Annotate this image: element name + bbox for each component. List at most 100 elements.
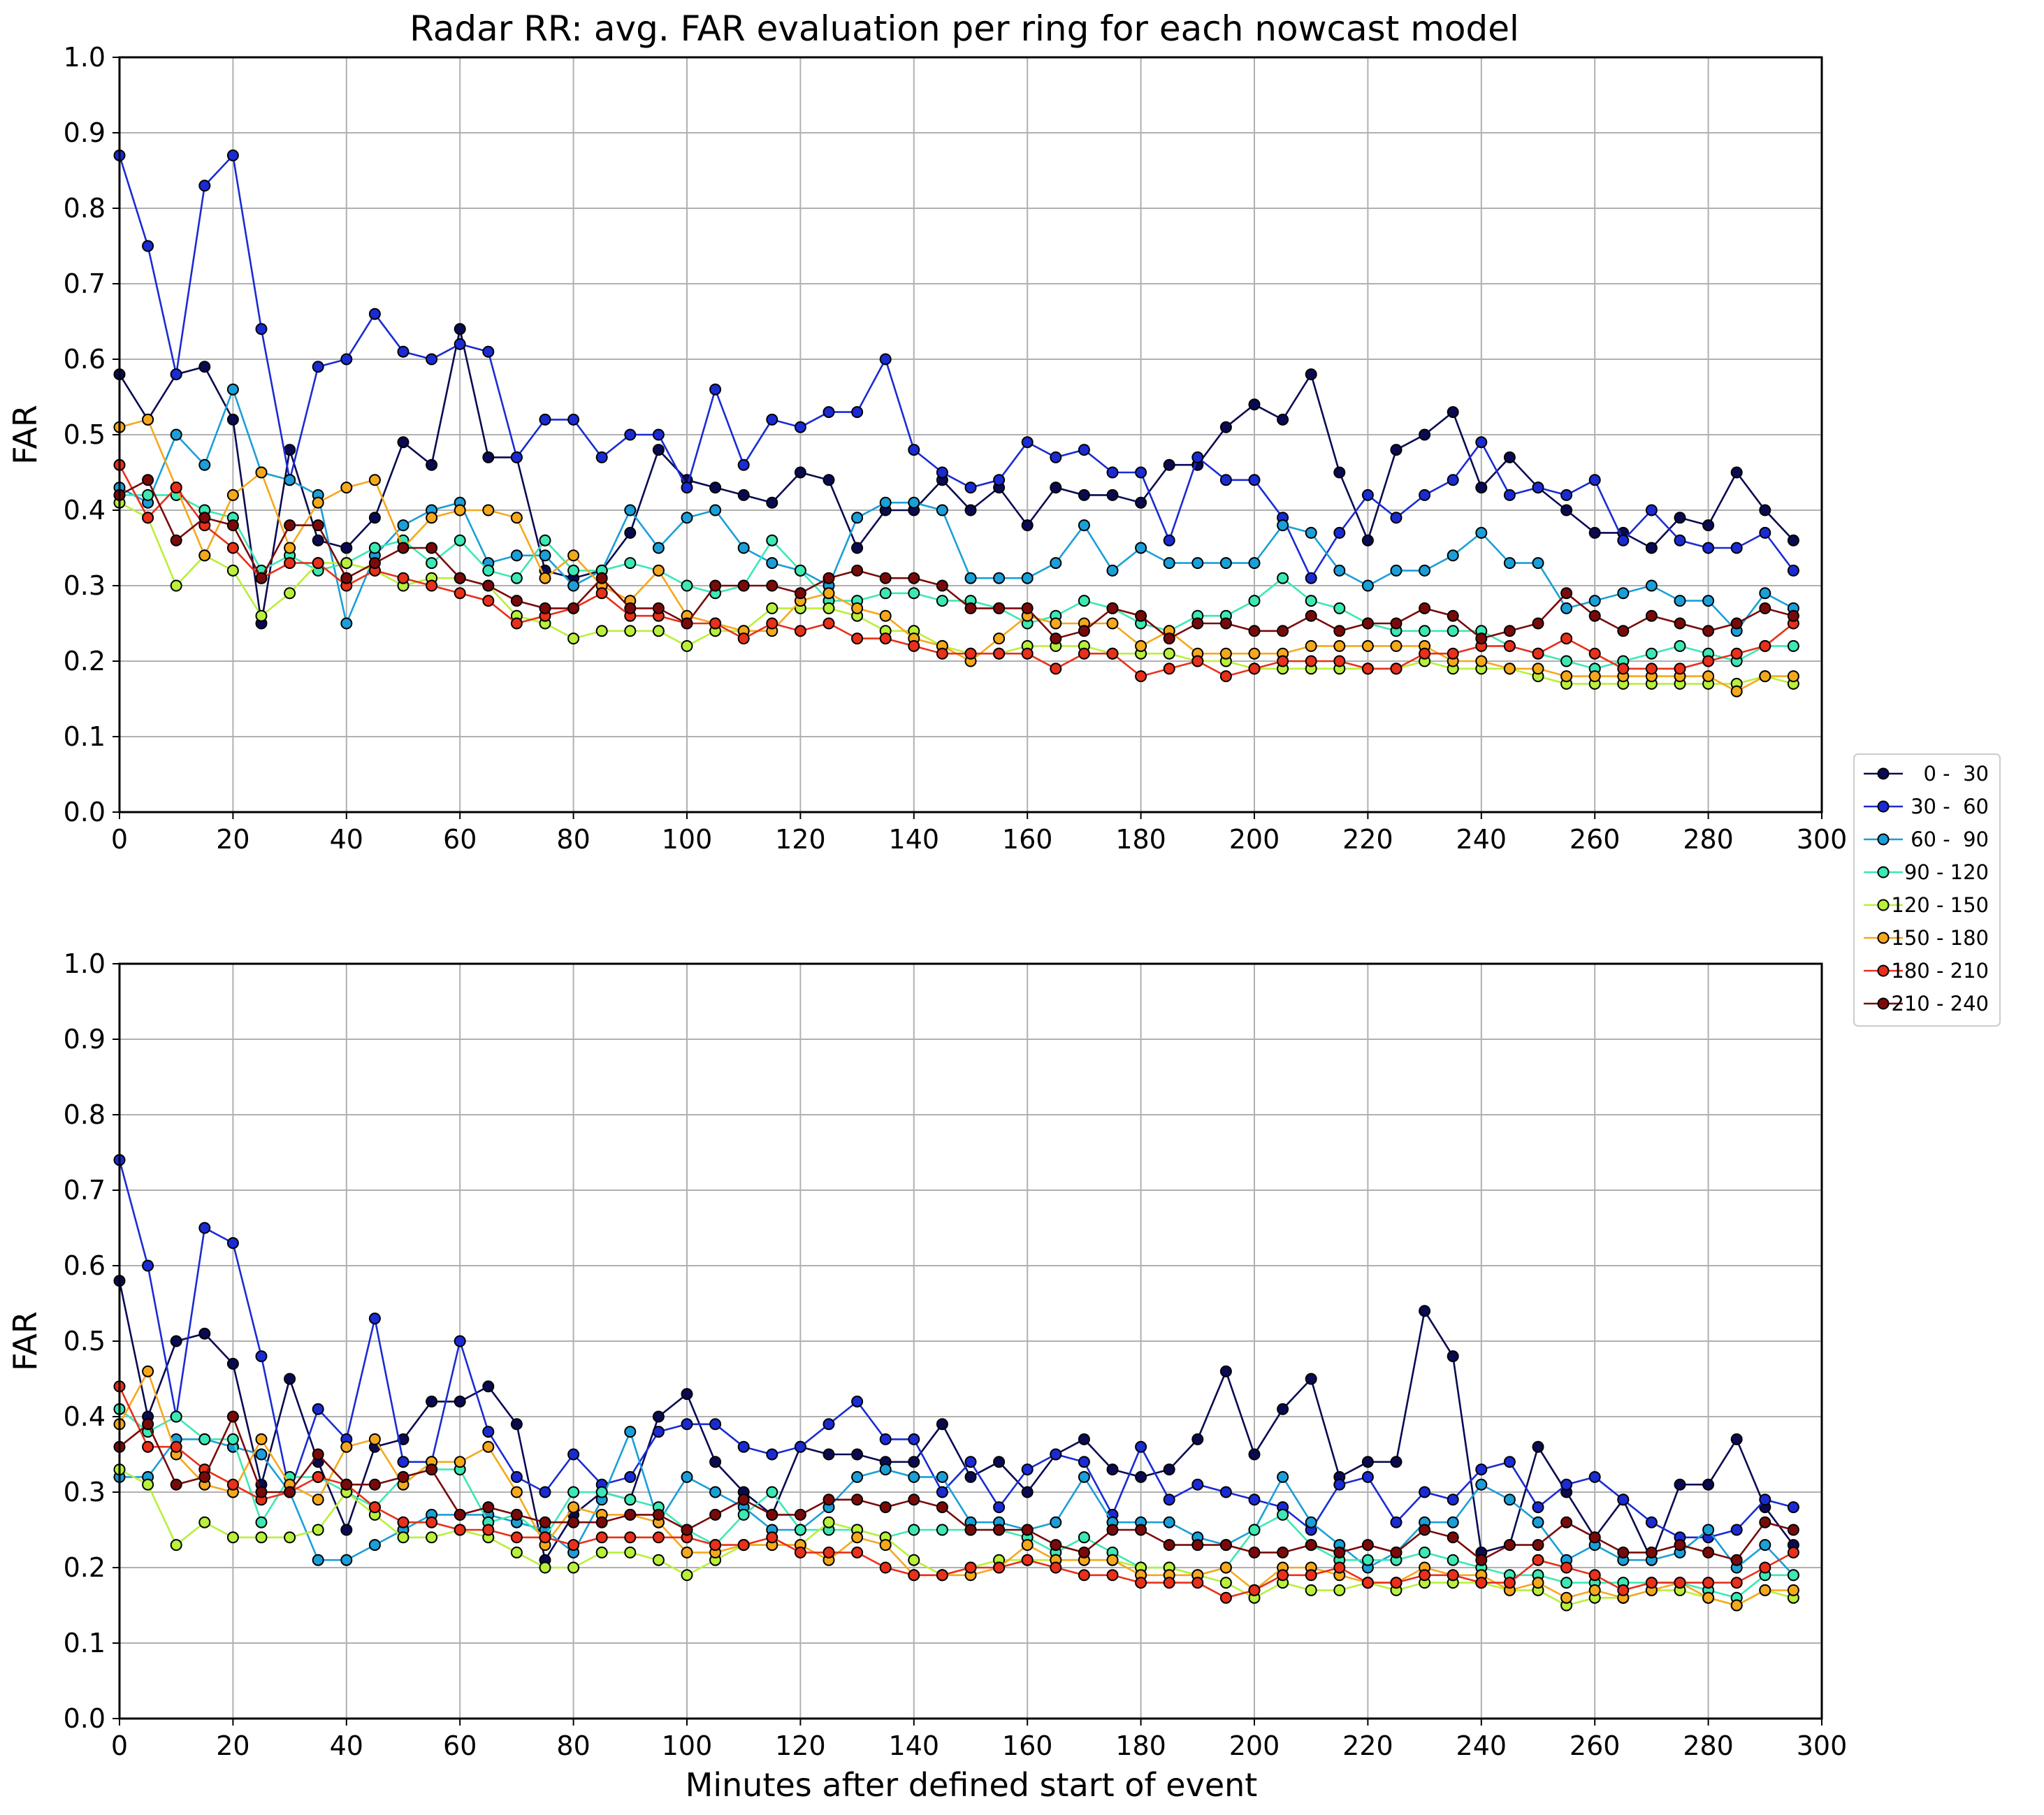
data-point bbox=[936, 1470, 948, 1483]
data-point bbox=[368, 542, 381, 554]
data-point bbox=[737, 489, 750, 501]
data-point bbox=[1277, 1569, 1289, 1582]
data-point bbox=[142, 1478, 154, 1491]
data-point bbox=[766, 496, 778, 509]
data-point bbox=[1219, 1577, 1232, 1589]
data-point bbox=[1305, 639, 1317, 652]
data-point bbox=[993, 602, 1006, 614]
data-point bbox=[454, 1335, 466, 1347]
data-point bbox=[624, 1508, 637, 1521]
y-tick-label: 0.9 bbox=[64, 117, 106, 148]
data-point bbox=[1447, 406, 1459, 419]
data-point bbox=[1588, 474, 1601, 486]
data-point bbox=[567, 549, 580, 562]
data-point bbox=[652, 428, 665, 441]
y-tick-label: 1.0 bbox=[64, 948, 106, 979]
data-point bbox=[1191, 451, 1204, 463]
data-point bbox=[397, 519, 409, 532]
legend-entry: 210 - 240 bbox=[1864, 992, 1989, 1015]
data-point bbox=[1305, 1569, 1317, 1582]
data-point bbox=[510, 549, 523, 562]
data-point bbox=[1787, 564, 1799, 577]
data-point bbox=[851, 632, 864, 645]
data-point bbox=[879, 1463, 892, 1476]
data-point bbox=[1503, 489, 1516, 501]
data-point bbox=[652, 542, 665, 554]
y-tick-label: 0.2 bbox=[64, 1552, 106, 1583]
data-point bbox=[1503, 451, 1516, 463]
data-point bbox=[1645, 1546, 1658, 1559]
data-point bbox=[1702, 1524, 1715, 1536]
data-point bbox=[1674, 1539, 1686, 1552]
data-point bbox=[1333, 526, 1346, 539]
data-point bbox=[1135, 1470, 1147, 1483]
data-point bbox=[1503, 625, 1516, 637]
data-point bbox=[681, 512, 693, 524]
data-point bbox=[1078, 1546, 1090, 1559]
data-point bbox=[1106, 1554, 1119, 1566]
data-point bbox=[879, 1539, 892, 1552]
data-point bbox=[1361, 1470, 1374, 1483]
data-point bbox=[1588, 526, 1601, 539]
data-point bbox=[737, 1440, 750, 1453]
data-point bbox=[1419, 1546, 1431, 1559]
data-point bbox=[1475, 1577, 1488, 1589]
data-point bbox=[255, 466, 268, 479]
data-point bbox=[1617, 1584, 1630, 1596]
data-point bbox=[879, 572, 892, 584]
data-point bbox=[709, 1508, 722, 1521]
data-point bbox=[1390, 1546, 1402, 1559]
data-point bbox=[624, 1494, 637, 1506]
data-point bbox=[198, 512, 211, 524]
data-point bbox=[426, 1463, 438, 1476]
data-point bbox=[1759, 1561, 1771, 1574]
data-point bbox=[1674, 1577, 1686, 1589]
data-point bbox=[368, 1313, 381, 1325]
series-bottom-4 bbox=[113, 1463, 1799, 1612]
data-point bbox=[539, 1561, 551, 1574]
data-point bbox=[397, 436, 409, 449]
data-point bbox=[794, 564, 806, 577]
y-tick-label: 0.0 bbox=[64, 1703, 106, 1734]
data-point bbox=[1305, 526, 1317, 539]
data-point bbox=[312, 1470, 324, 1483]
data-point bbox=[170, 1539, 182, 1552]
data-point bbox=[1419, 647, 1431, 660]
data-point bbox=[1617, 1546, 1630, 1559]
data-point bbox=[936, 1501, 948, 1514]
data-point bbox=[681, 1569, 693, 1582]
y-tick-label: 0.6 bbox=[64, 1250, 106, 1281]
data-point bbox=[255, 1531, 268, 1544]
data-point bbox=[822, 572, 835, 584]
data-point bbox=[1759, 1584, 1771, 1596]
data-point bbox=[1078, 1456, 1090, 1468]
data-point bbox=[624, 557, 637, 570]
top-panel: 0 20 40 60 80 100 120 140 160 180 200 220 240 260 280 3… bbox=[6, 42, 1847, 855]
data-point bbox=[368, 1478, 381, 1491]
data-point bbox=[454, 587, 466, 600]
data-point bbox=[454, 572, 466, 584]
data-point bbox=[936, 1524, 948, 1536]
data-point bbox=[1106, 564, 1119, 577]
data-point bbox=[908, 587, 920, 600]
data-point bbox=[284, 557, 296, 570]
data-point bbox=[1702, 519, 1715, 532]
data-point bbox=[595, 1486, 608, 1498]
data-point bbox=[879, 1433, 892, 1445]
data-point bbox=[226, 413, 239, 426]
data-point bbox=[1560, 1591, 1573, 1604]
data-point bbox=[482, 595, 495, 607]
data-point bbox=[1503, 663, 1516, 675]
data-point bbox=[1503, 557, 1516, 570]
data-point bbox=[1248, 647, 1261, 660]
data-point bbox=[624, 1546, 637, 1559]
data-point bbox=[851, 1546, 864, 1559]
data-point bbox=[737, 1508, 750, 1521]
data-point bbox=[681, 1388, 693, 1401]
data-point bbox=[879, 496, 892, 509]
data-point bbox=[510, 1546, 523, 1559]
data-point bbox=[766, 534, 778, 547]
series-top-1 bbox=[113, 149, 1799, 584]
data-point bbox=[1617, 625, 1630, 637]
data-point bbox=[1021, 602, 1034, 614]
